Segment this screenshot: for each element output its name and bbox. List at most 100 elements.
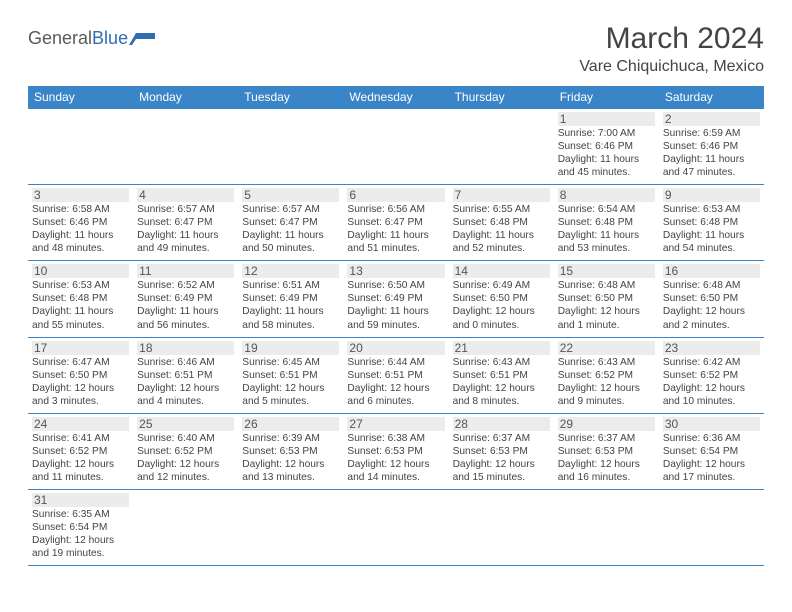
day-number: 12 xyxy=(242,264,339,278)
sunset-text: Sunset: 6:52 PM xyxy=(32,445,129,458)
weekday-header: Monday xyxy=(133,86,238,109)
day-details: Sunrise: 7:00 AMSunset: 6:46 PMDaylight:… xyxy=(558,127,655,179)
daylight-text: Daylight: 12 hours and 17 minutes. xyxy=(663,458,760,484)
day-number: 18 xyxy=(137,341,234,355)
sunrise-text: Sunrise: 6:39 AM xyxy=(242,432,339,445)
sunset-text: Sunset: 6:53 PM xyxy=(558,445,655,458)
sunrise-text: Sunrise: 6:48 AM xyxy=(663,279,760,292)
sunset-text: Sunset: 6:48 PM xyxy=(453,216,550,229)
day-details: Sunrise: 6:59 AMSunset: 6:46 PMDaylight:… xyxy=(663,127,760,179)
daylight-text: Daylight: 12 hours and 15 minutes. xyxy=(453,458,550,484)
day-details: Sunrise: 6:57 AMSunset: 6:47 PMDaylight:… xyxy=(137,203,234,255)
daylight-text: Daylight: 12 hours and 3 minutes. xyxy=(32,382,129,408)
day-number: 24 xyxy=(32,417,129,431)
calendar-header-row: SundayMondayTuesdayWednesdayThursdayFrid… xyxy=(28,86,764,109)
sunrise-text: Sunrise: 6:49 AM xyxy=(453,279,550,292)
sunset-text: Sunset: 6:54 PM xyxy=(663,445,760,458)
day-details: Sunrise: 6:54 AMSunset: 6:48 PMDaylight:… xyxy=(558,203,655,255)
sunset-text: Sunset: 6:53 PM xyxy=(242,445,339,458)
day-number: 3 xyxy=(32,188,129,202)
calendar-day-cell xyxy=(659,489,764,565)
day-details: Sunrise: 6:52 AMSunset: 6:49 PMDaylight:… xyxy=(137,279,234,331)
sunrise-text: Sunrise: 6:57 AM xyxy=(137,203,234,216)
calendar-day-cell: 30Sunrise: 6:36 AMSunset: 6:54 PMDayligh… xyxy=(659,413,764,489)
sunset-text: Sunset: 6:49 PM xyxy=(347,292,444,305)
sunset-text: Sunset: 6:51 PM xyxy=(347,369,444,382)
calendar-day-cell: 16Sunrise: 6:48 AMSunset: 6:50 PMDayligh… xyxy=(659,261,764,337)
calendar-day-cell: 11Sunrise: 6:52 AMSunset: 6:49 PMDayligh… xyxy=(133,261,238,337)
calendar-week-row: 24Sunrise: 6:41 AMSunset: 6:52 PMDayligh… xyxy=(28,413,764,489)
weekday-header: Wednesday xyxy=(343,86,448,109)
daylight-text: Daylight: 12 hours and 2 minutes. xyxy=(663,305,760,331)
daylight-text: Daylight: 11 hours and 55 minutes. xyxy=(32,305,129,331)
sunset-text: Sunset: 6:48 PM xyxy=(663,216,760,229)
calendar-day-cell: 3Sunrise: 6:58 AMSunset: 6:46 PMDaylight… xyxy=(28,185,133,261)
calendar-day-cell: 6Sunrise: 6:56 AMSunset: 6:47 PMDaylight… xyxy=(343,185,448,261)
sunset-text: Sunset: 6:48 PM xyxy=(32,292,129,305)
daylight-text: Daylight: 11 hours and 56 minutes. xyxy=(137,305,234,331)
calendar-day-cell: 9Sunrise: 6:53 AMSunset: 6:48 PMDaylight… xyxy=(659,185,764,261)
daylight-text: Daylight: 11 hours and 49 minutes. xyxy=(137,229,234,255)
sunset-text: Sunset: 6:50 PM xyxy=(663,292,760,305)
calendar-day-cell xyxy=(449,489,554,565)
calendar-day-cell xyxy=(133,489,238,565)
calendar-day-cell: 2Sunrise: 6:59 AMSunset: 6:46 PMDaylight… xyxy=(659,109,764,185)
sunset-text: Sunset: 6:49 PM xyxy=(137,292,234,305)
sunrise-text: Sunrise: 6:59 AM xyxy=(663,127,760,140)
sunrise-text: Sunrise: 6:42 AM xyxy=(663,356,760,369)
location-label: Vare Chiquichuca, Mexico xyxy=(579,58,764,76)
month-title: March 2024 xyxy=(579,22,764,56)
sunset-text: Sunset: 6:54 PM xyxy=(32,521,129,534)
sunset-text: Sunset: 6:48 PM xyxy=(558,216,655,229)
daylight-text: Daylight: 12 hours and 11 minutes. xyxy=(32,458,129,484)
day-details: Sunrise: 6:53 AMSunset: 6:48 PMDaylight:… xyxy=(663,203,760,255)
calendar-day-cell xyxy=(238,109,343,185)
calendar-day-cell: 14Sunrise: 6:49 AMSunset: 6:50 PMDayligh… xyxy=(449,261,554,337)
day-details: Sunrise: 6:56 AMSunset: 6:47 PMDaylight:… xyxy=(347,203,444,255)
day-details: Sunrise: 6:40 AMSunset: 6:52 PMDaylight:… xyxy=(137,432,234,484)
day-number: 29 xyxy=(558,417,655,431)
calendar-day-cell: 24Sunrise: 6:41 AMSunset: 6:52 PMDayligh… xyxy=(28,413,133,489)
calendar-day-cell xyxy=(343,489,448,565)
day-number: 22 xyxy=(558,341,655,355)
daylight-text: Daylight: 12 hours and 4 minutes. xyxy=(137,382,234,408)
day-number: 25 xyxy=(137,417,234,431)
sunset-text: Sunset: 6:49 PM xyxy=(242,292,339,305)
sunset-text: Sunset: 6:51 PM xyxy=(137,369,234,382)
sunset-text: Sunset: 6:50 PM xyxy=(453,292,550,305)
day-number: 13 xyxy=(347,264,444,278)
day-number: 26 xyxy=(242,417,339,431)
sunrise-text: Sunrise: 6:56 AM xyxy=(347,203,444,216)
sunrise-text: Sunrise: 6:57 AM xyxy=(242,203,339,216)
brand-text: GeneralBlue xyxy=(28,28,128,49)
day-details: Sunrise: 6:50 AMSunset: 6:49 PMDaylight:… xyxy=(347,279,444,331)
calendar-week-row: 31Sunrise: 6:35 AMSunset: 6:54 PMDayligh… xyxy=(28,489,764,565)
calendar-day-cell: 28Sunrise: 6:37 AMSunset: 6:53 PMDayligh… xyxy=(449,413,554,489)
sunrise-text: Sunrise: 6:36 AM xyxy=(663,432,760,445)
day-number: 30 xyxy=(663,417,760,431)
weekday-header: Friday xyxy=(554,86,659,109)
calendar-day-cell: 27Sunrise: 6:38 AMSunset: 6:53 PMDayligh… xyxy=(343,413,448,489)
calendar-week-row: 1Sunrise: 7:00 AMSunset: 6:46 PMDaylight… xyxy=(28,109,764,185)
sunrise-text: Sunrise: 6:44 AM xyxy=(347,356,444,369)
day-details: Sunrise: 6:39 AMSunset: 6:53 PMDaylight:… xyxy=(242,432,339,484)
sunrise-text: Sunrise: 6:43 AM xyxy=(558,356,655,369)
calendar-day-cell: 20Sunrise: 6:44 AMSunset: 6:51 PMDayligh… xyxy=(343,337,448,413)
calendar-day-cell: 1Sunrise: 7:00 AMSunset: 6:46 PMDaylight… xyxy=(554,109,659,185)
day-number: 6 xyxy=(347,188,444,202)
calendar-day-cell xyxy=(343,109,448,185)
daylight-text: Daylight: 11 hours and 51 minutes. xyxy=(347,229,444,255)
daylight-text: Daylight: 12 hours and 6 minutes. xyxy=(347,382,444,408)
sunrise-text: Sunrise: 6:53 AM xyxy=(663,203,760,216)
day-details: Sunrise: 6:51 AMSunset: 6:49 PMDaylight:… xyxy=(242,279,339,331)
day-number: 14 xyxy=(453,264,550,278)
sunrise-text: Sunrise: 6:52 AM xyxy=(137,279,234,292)
calendar-day-cell: 12Sunrise: 6:51 AMSunset: 6:49 PMDayligh… xyxy=(238,261,343,337)
sunset-text: Sunset: 6:52 PM xyxy=(663,369,760,382)
calendar-day-cell xyxy=(133,109,238,185)
sunrise-text: Sunrise: 6:37 AM xyxy=(558,432,655,445)
weekday-header: Sunday xyxy=(28,86,133,109)
day-number: 2 xyxy=(663,112,760,126)
day-details: Sunrise: 6:37 AMSunset: 6:53 PMDaylight:… xyxy=(558,432,655,484)
day-number: 11 xyxy=(137,264,234,278)
